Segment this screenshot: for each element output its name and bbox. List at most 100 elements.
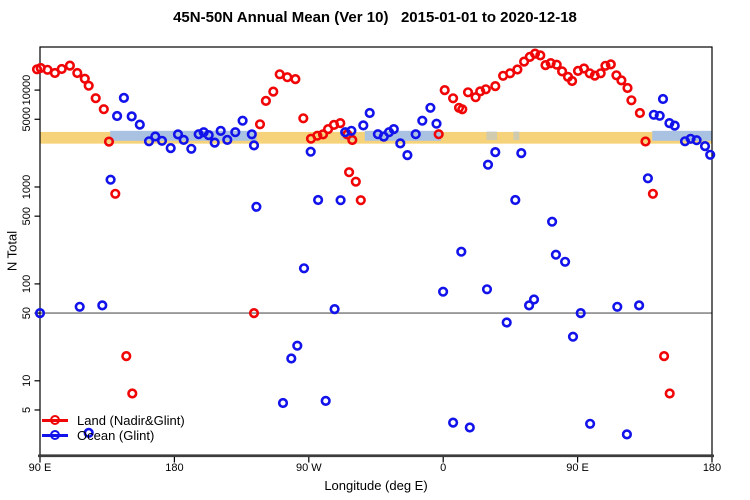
ocean-data-point — [516, 148, 527, 159]
ocean-data-point — [648, 109, 659, 120]
ocean-data-point — [156, 135, 168, 146]
ocean-data-point — [669, 120, 680, 131]
x-tick-label: 90 W — [296, 462, 322, 474]
y-axis-title: N Total — [4, 230, 20, 272]
x-tick-label: 0 — [440, 462, 446, 474]
ocean-data-point — [358, 120, 369, 131]
land-data-point — [268, 86, 279, 97]
land-data-point — [254, 119, 266, 130]
ocean-data-point — [388, 124, 399, 135]
blue-reference-band-fragments — [513, 131, 520, 141]
ocean-data-point — [523, 300, 535, 311]
land-data-point — [457, 104, 468, 115]
legend-item-ocean: Ocean (Glint) — [42, 428, 185, 443]
land-data-point — [622, 82, 633, 94]
legend-label-ocean: Ocean (Glint) — [77, 428, 155, 443]
ocean-data-point — [395, 138, 406, 149]
ocean-data-point — [575, 308, 586, 319]
land-data-point — [556, 66, 568, 77]
land-data-point — [64, 60, 75, 71]
x-tick-label: 180 — [703, 462, 721, 474]
land-data-point — [56, 63, 67, 75]
ocean-data-point — [230, 127, 241, 138]
ocean-data-point — [203, 130, 214, 141]
ocean-data-point — [559, 256, 571, 267]
land-data-point — [282, 72, 293, 83]
ocean-data-point — [510, 194, 521, 206]
land-data-point — [616, 75, 627, 86]
ocean-data-point — [150, 131, 161, 142]
land-data-point — [127, 388, 138, 399]
ocean-data-point — [237, 115, 248, 126]
blue-reference-band — [364, 130, 441, 141]
land-data-point — [640, 136, 651, 147]
ocean-data-point — [74, 301, 85, 312]
ocean-data-point — [222, 134, 233, 145]
ocean-data-point — [438, 286, 449, 297]
land-data-point — [317, 129, 329, 140]
y-tick-label: 100 — [21, 275, 33, 293]
land-data-point — [103, 136, 115, 147]
x-tick-label: 90 E — [566, 462, 589, 474]
land-data-point — [335, 117, 346, 129]
ocean-data-point — [292, 340, 303, 351]
ocean-data-point — [481, 284, 493, 295]
ocean-data-point — [705, 149, 716, 160]
ocean-data-point — [612, 301, 623, 312]
land-data-point — [448, 93, 459, 104]
land-data-point — [540, 59, 551, 71]
land-data-point — [512, 64, 523, 75]
land-data-point — [605, 59, 616, 70]
ocean-data-point — [699, 141, 711, 152]
legend: Land (Nadir&Glint) Ocean (Glint) — [42, 413, 185, 443]
ocean-data-point — [111, 110, 123, 122]
land-data-point — [355, 195, 366, 206]
land-data-point — [490, 80, 501, 92]
ocean-data-point — [448, 417, 459, 428]
ocean-data-point — [298, 263, 310, 274]
land-data-point — [535, 50, 546, 61]
ocean-data-point — [105, 174, 116, 185]
ocean-data-point — [654, 110, 665, 121]
ocean-data-point — [329, 304, 340, 315]
land-data-point — [72, 67, 83, 79]
land-data-point — [595, 68, 606, 79]
ocean-data-point — [528, 294, 540, 305]
land-data-point — [578, 63, 590, 74]
y-tick-label: 5000 — [21, 107, 33, 131]
ocean-data-point — [550, 249, 562, 260]
ocean-data-point — [657, 93, 669, 105]
ocean-data-point — [691, 135, 702, 146]
ocean-data-point — [464, 422, 475, 433]
land-data-point — [98, 104, 109, 115]
x-axis-title: Longitude (deg E) — [324, 478, 428, 493]
ocean-data-point — [313, 194, 324, 206]
ocean-data-point — [490, 147, 501, 158]
land-data-point — [480, 84, 491, 95]
ocean-data-point — [417, 115, 428, 126]
y-tick-label: 1000 — [21, 175, 33, 199]
ocean-data-point — [642, 173, 654, 184]
land-data-point — [312, 130, 323, 141]
ocean-data-point — [501, 317, 512, 328]
ocean-data-point — [97, 300, 108, 311]
ocean-data-point — [34, 308, 46, 319]
land-data-point — [566, 75, 578, 87]
land-data-point — [529, 48, 541, 59]
ocean-data-point — [246, 129, 257, 140]
land-data-point — [121, 351, 132, 362]
land-data-point — [83, 80, 94, 91]
ocean-data-point — [567, 331, 579, 342]
ocean-data-point — [118, 92, 129, 103]
legend-item-land: Land (Nadir&Glint) — [42, 413, 185, 428]
chart-title: 45N-50N Annual Mean (Ver 10) 2015-01-01 … — [173, 9, 577, 26]
ocean-data-point — [546, 216, 558, 227]
y-tick-label: 10000 — [21, 75, 33, 106]
ocean-data-point — [248, 140, 260, 151]
land-data-point — [248, 308, 260, 319]
x-tick-label: 180 — [165, 462, 183, 474]
land-data-point — [600, 60, 611, 71]
blue-reference-band — [652, 130, 712, 141]
